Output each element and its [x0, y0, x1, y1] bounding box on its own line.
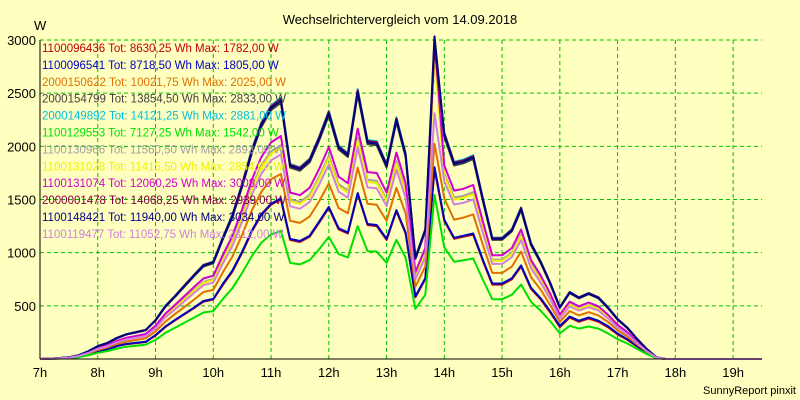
- grid: [39, 39, 762, 359]
- legend-entry: 2000001478 Tot: 14068,25 Wh Max: 2939,00…: [42, 195, 286, 207]
- legend-entry: 1100129553 Tot: 7127,25 Wh Max: 1542,00 …: [42, 128, 279, 140]
- legend-entry: 2000149892 Tot: 14121,25 Wh Max: 2881,00…: [42, 111, 286, 123]
- series-line: [39, 194, 762, 360]
- x-tick-label: 15h: [491, 365, 513, 380]
- y-tick-label: 2500: [7, 86, 36, 101]
- x-tick-label: 8h: [91, 365, 105, 380]
- y-ticks: 500 1000 1500 2000 2500 3000: [7, 33, 36, 314]
- x-tick-label: 17h: [607, 365, 629, 380]
- x-ticks: 7h 8h 9h 10h 11h 12h 13h 14h 15h 16h 17h 18h 19h: [33, 365, 744, 380]
- x-tick-label: 19h: [722, 365, 744, 380]
- x-tick-label: 7h: [33, 365, 47, 380]
- legend-entry: 1100131074 Tot: 12060,25 Wh Max: 3008,00…: [42, 178, 285, 190]
- x-tick-label: 11h: [261, 365, 282, 380]
- legend-entry: 1100096436 Tot: 8630,25 Wh Max: 1782,00 …: [42, 43, 279, 55]
- legend-entry: 2000154799 Tot: 13854,50 Wh Max: 2833,00…: [42, 94, 286, 106]
- footer-credit: SunnyReport pinxit: [703, 385, 796, 397]
- y-axis-label: W: [34, 18, 47, 33]
- x-tick-label: 18h: [665, 365, 687, 380]
- y-tick-label: 500: [14, 299, 36, 314]
- legend-entry: 1100148421 Tot: 11940,00 Wh Max: 3034,00…: [42, 212, 284, 224]
- y-tick-label: 1000: [7, 246, 36, 261]
- x-tick-label: 14h: [433, 365, 455, 380]
- legend-entry: 1100119477 Tot: 11052,75 Wh Max: 2312,00…: [42, 229, 284, 241]
- series-line: [39, 112, 762, 360]
- y-tick-label: 3000: [7, 33, 36, 48]
- series-lines: [39, 35, 762, 360]
- x-tick-label: 16h: [549, 365, 571, 380]
- y-tick-label: 2000: [7, 139, 36, 154]
- legend: 1100096436 Tot: 8630,25 Wh Max: 1782,00 …: [42, 43, 286, 241]
- legend-entry: 1100131028 Tot: 11415,50 Wh Max: 2854,00…: [42, 161, 284, 173]
- legend-entry: 1100130966 Tot: 11560,50 Wh Max: 2893,00…: [42, 144, 284, 156]
- legend-entry: 1100096541 Tot: 8718,50 Wh Max: 1805,00 …: [42, 60, 279, 72]
- x-tick-label: 10h: [202, 365, 224, 380]
- chart-title: Wechselrichtervergleich vom 14.09.2018: [283, 12, 518, 27]
- y-tick-label: 1500: [7, 193, 36, 208]
- series-line: [39, 35, 762, 360]
- x-tick-label: 13h: [376, 365, 398, 380]
- x-tick-label: 12h: [318, 365, 340, 380]
- x-tick-label: 9h: [148, 365, 162, 380]
- legend-entry: 2000150622 Tot: 10021,75 Wh Max: 2025,00…: [42, 77, 286, 89]
